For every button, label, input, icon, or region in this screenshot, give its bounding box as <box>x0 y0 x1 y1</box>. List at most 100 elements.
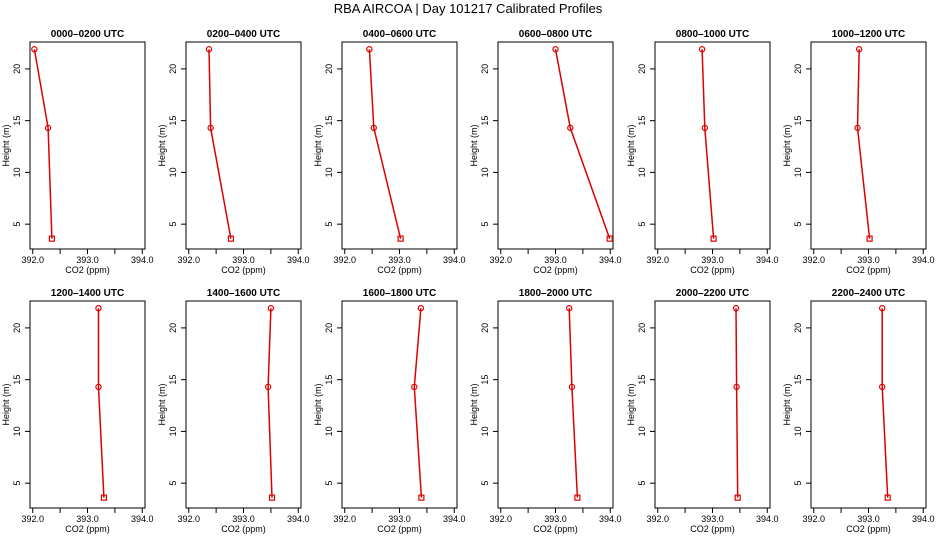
y-axis-label: Height (m) <box>313 124 323 166</box>
y-tick-label: 15 <box>324 375 334 385</box>
plot-frame <box>497 41 614 250</box>
x-tick-label: 392.0 <box>177 255 200 265</box>
plot-frame <box>185 300 302 509</box>
plot-frame <box>654 300 771 509</box>
y-tick-label: 10 <box>168 167 178 177</box>
x-tick-label: 394.0 <box>756 514 779 524</box>
panel-title: 0400–0600 UTC <box>363 29 436 40</box>
data-point <box>370 124 377 132</box>
x-axis-label: CO2 (ppm) <box>377 524 422 534</box>
data-point <box>733 383 740 391</box>
plot-frame <box>341 41 458 250</box>
x-tick-label: 393.0 <box>857 514 880 524</box>
y-axis-label: Height (m) <box>157 124 167 166</box>
panel-title: 1800–2000 UTC <box>519 288 592 299</box>
profile-line <box>735 308 739 498</box>
y-tick-label: 15 <box>324 116 334 126</box>
data-point <box>227 235 235 242</box>
data-point <box>574 494 581 501</box>
x-tick-label: 394.0 <box>599 255 622 265</box>
data-point <box>397 235 404 242</box>
x-tick-label: 394.0 <box>756 255 779 265</box>
y-tick-label: 20 <box>480 64 490 74</box>
data-point <box>734 494 741 501</box>
y-tick-label: 5 <box>793 222 803 227</box>
profile-panel-7: 1200–1400 UTC 392.0 393.0 394.0 CO2 (ppm) 5 10… <box>1 288 154 534</box>
panel-title: 1400–1600 UTC <box>207 288 280 299</box>
x-axis-label: CO2 (ppm) <box>65 265 110 275</box>
profile-panel-11: 2000–2200 UTC 392.0 393.0 394.0 CO2 (ppm) 5 10… <box>626 288 779 534</box>
data-point <box>418 494 425 501</box>
y-tick-label: 10 <box>793 167 803 177</box>
plot-frame <box>810 300 927 509</box>
x-tick-label: 393.0 <box>544 255 567 265</box>
x-axis-label: CO2 (ppm) <box>690 524 735 534</box>
data-point <box>878 305 886 312</box>
data-point <box>698 46 706 53</box>
x-tick-label: 392.0 <box>333 255 356 265</box>
data-point <box>48 235 56 242</box>
x-axis-label: CO2 (ppm) <box>221 265 266 275</box>
x-tick-label: 393.0 <box>232 514 255 524</box>
y-tick-label: 10 <box>637 426 647 436</box>
panel-title: 0200–0400 UTC <box>207 29 280 40</box>
x-tick-label: 394.0 <box>912 514 935 524</box>
y-tick-label: 15 <box>12 116 22 126</box>
y-tick-label: 20 <box>480 323 490 333</box>
x-axis-label: CO2 (ppm) <box>690 265 735 275</box>
plot-frame <box>497 300 614 509</box>
y-tick-label: 10 <box>12 167 22 177</box>
x-tick-label: 392.0 <box>646 514 669 524</box>
data-point <box>205 46 213 53</box>
x-tick-label: 392.0 <box>21 514 44 524</box>
profile-line <box>33 49 53 239</box>
x-axis-label: CO2 (ppm) <box>533 524 578 534</box>
profile-panel-2: 0200–0400 UTC 392.0 393.0 394.0 CO2 (ppm) 5 10… <box>157 29 310 275</box>
profile-line <box>701 49 715 239</box>
y-axis-label: Height (m) <box>782 383 792 425</box>
plot-frame <box>185 41 302 250</box>
panel-title: 2000–2200 UTC <box>676 288 749 299</box>
plot-frame <box>341 300 458 509</box>
x-tick-label: 393.0 <box>388 514 411 524</box>
y-tick-label: 20 <box>793 323 803 333</box>
profile-panel-9: 1600–1800 UTC 392.0 393.0 394.0 CO2 (ppm) 5 10… <box>313 288 466 534</box>
data-point <box>567 124 574 132</box>
profile-line <box>413 308 423 498</box>
profile-line <box>97 308 105 498</box>
x-tick-label: 393.0 <box>232 255 255 265</box>
y-axis-label: Height (m) <box>626 124 636 166</box>
data-point <box>207 124 214 132</box>
data-point <box>866 235 873 242</box>
y-tick-label: 10 <box>637 167 647 177</box>
y-axis-label: Height (m) <box>1 124 11 166</box>
profile-panel-5: 0800–1000 UTC 392.0 393.0 394.0 CO2 (ppm) 5 10… <box>626 29 779 275</box>
profile-line <box>856 49 871 239</box>
y-tick-label: 10 <box>793 426 803 436</box>
x-axis-label: CO2 (ppm) <box>533 265 578 275</box>
y-tick-label: 5 <box>168 481 178 486</box>
data-point <box>884 494 891 501</box>
x-axis-label: CO2 (ppm) <box>221 524 266 534</box>
data-point <box>568 383 576 391</box>
y-tick-label: 5 <box>793 481 803 486</box>
panel-title: 0600–0800 UTC <box>519 29 592 40</box>
profile-line <box>554 49 611 239</box>
plot-frame <box>29 41 146 250</box>
x-tick-label: 392.0 <box>333 514 356 524</box>
x-axis-label: CO2 (ppm) <box>377 265 422 275</box>
x-tick-label: 394.0 <box>599 514 622 524</box>
x-tick-label: 393.0 <box>388 255 411 265</box>
data-point <box>552 46 559 53</box>
y-tick-label: 10 <box>12 426 22 436</box>
plot-frame <box>29 300 146 509</box>
data-point <box>732 305 740 312</box>
y-axis-label: Height (m) <box>1 383 11 425</box>
x-tick-label: 393.0 <box>76 255 99 265</box>
profile-panel-4: 0600–0800 UTC 392.0 393.0 394.0 CO2 (ppm) 5 10… <box>469 29 622 275</box>
y-tick-label: 15 <box>793 375 803 385</box>
y-tick-label: 10 <box>480 426 490 436</box>
profile-panel-12: 2200–2400 UTC 392.0 393.0 394.0 CO2 (ppm) 5 10… <box>782 288 935 534</box>
panel-title: 0000–0200 UTC <box>51 29 124 40</box>
x-tick-label: 394.0 <box>131 514 154 524</box>
